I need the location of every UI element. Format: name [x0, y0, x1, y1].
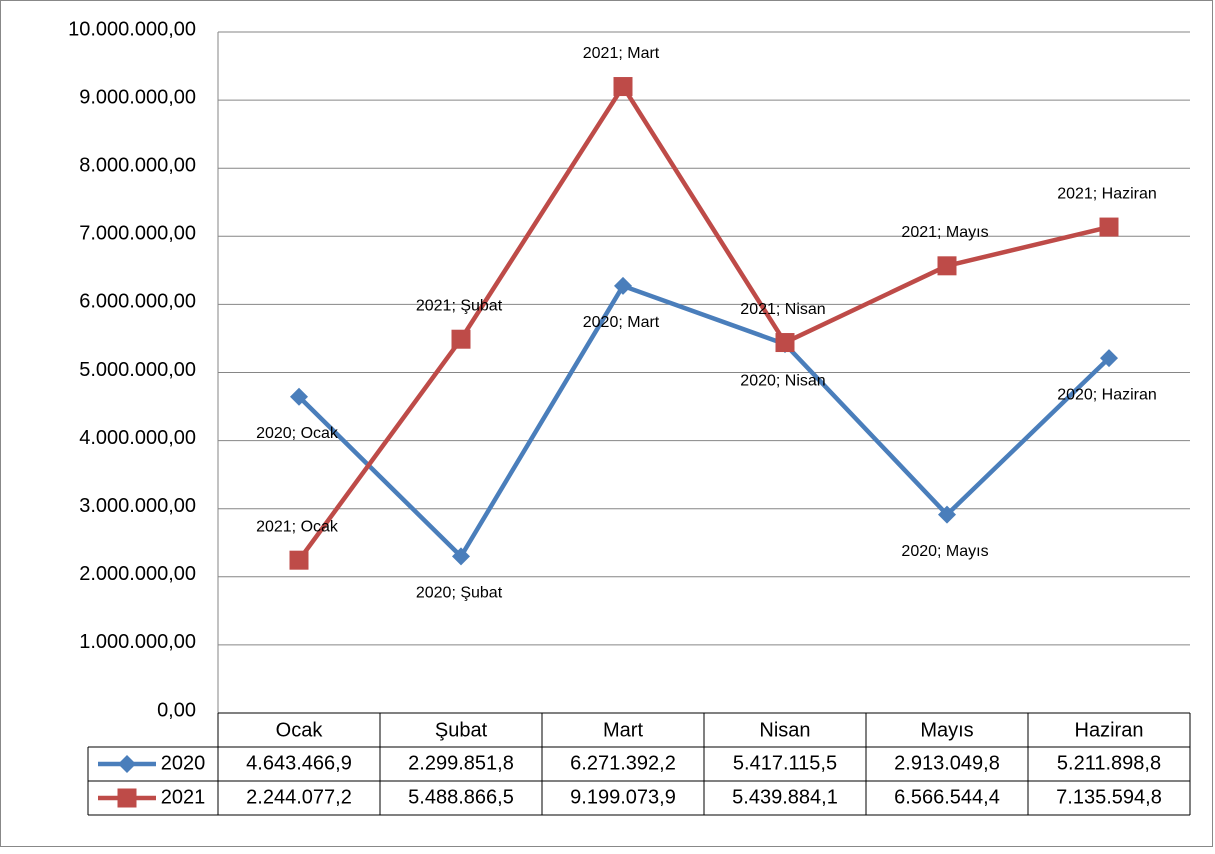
- series-line: [297, 283, 1111, 559]
- legend-key-marker: [118, 755, 136, 773]
- data-point: [937, 256, 957, 276]
- x-tick-label: Nisan: [759, 719, 810, 741]
- table-value: 6.271.392,2: [570, 752, 676, 774]
- y-tick-label: 1.000.000,00: [79, 631, 196, 653]
- data-label: 2020; Mayıs: [901, 543, 988, 560]
- data-point: [614, 276, 632, 295]
- table-value: 4.643.466,9: [246, 752, 352, 774]
- y-tick-label: 5.000.000,00: [79, 359, 196, 381]
- data-label: 2021; Mayıs: [901, 224, 988, 241]
- data-point: [775, 333, 795, 353]
- y-tick-label: 4.000.000,00: [79, 427, 196, 449]
- data-label: 2020; Haziran: [1057, 386, 1157, 403]
- data-point: [451, 329, 471, 349]
- data-point: [289, 550, 309, 570]
- table-value: 5.488.866,5: [408, 786, 514, 808]
- x-tick-label: Mart: [603, 719, 643, 741]
- data-point: [938, 505, 956, 524]
- data-label: 2021; Nisan: [740, 301, 825, 318]
- data-point: [1099, 217, 1119, 237]
- table-value: 2.913.049,8: [894, 752, 1000, 774]
- y-tick-label: 8.000.000,00: [79, 154, 196, 176]
- y-tick-label: 3.000.000,00: [79, 495, 196, 517]
- table-value: 9.199.073,9: [570, 786, 676, 808]
- series-line: [297, 84, 1110, 562]
- data-label: 2020; Mart: [583, 314, 660, 331]
- y-tick-label: 10.000.000,00: [68, 18, 196, 40]
- table-value: 5.417.115,5: [733, 752, 837, 774]
- y-tick-label: 2.000.000,00: [79, 563, 196, 585]
- legend-label: 2021: [161, 786, 206, 808]
- y-tick-label: 0,00: [157, 699, 196, 721]
- data-point: [613, 77, 633, 97]
- data-label: 2021; Ocak: [256, 518, 339, 535]
- x-tick-label: Haziran: [1075, 719, 1144, 741]
- y-tick-label: 7.000.000,00: [79, 223, 196, 245]
- x-tick-label: Ocak: [276, 719, 324, 741]
- table-value: 5.439.884,1: [732, 786, 838, 808]
- data-point: [1100, 349, 1118, 368]
- table-value: 2.299.851,8: [408, 752, 514, 774]
- data-label: 2021; Şubat: [416, 297, 503, 314]
- table-value: 7.135.594,8: [1056, 786, 1162, 808]
- table-value: 5.211.898,8: [1057, 752, 1161, 774]
- data-label: 2021; Mart: [583, 45, 660, 62]
- data-label: 2020; Ocak: [256, 425, 339, 442]
- legend-key-marker: [117, 788, 137, 808]
- x-tick-label: Mayıs: [920, 719, 973, 741]
- data-point: [452, 547, 470, 566]
- data-label: 2021; Haziran: [1057, 185, 1157, 202]
- legend-label: 2020: [161, 752, 206, 774]
- data-label: 2020; Nisan: [740, 372, 825, 389]
- table-value: 6.566.544,4: [894, 786, 1000, 808]
- y-tick-label: 9.000.000,00: [79, 86, 196, 108]
- y-tick-label: 6.000.000,00: [79, 291, 196, 313]
- x-tick-label: Şubat: [435, 719, 488, 741]
- data-label: 2020; Şubat: [416, 585, 503, 602]
- table-value: 2.244.077,2: [246, 786, 352, 808]
- data-point: [290, 387, 308, 406]
